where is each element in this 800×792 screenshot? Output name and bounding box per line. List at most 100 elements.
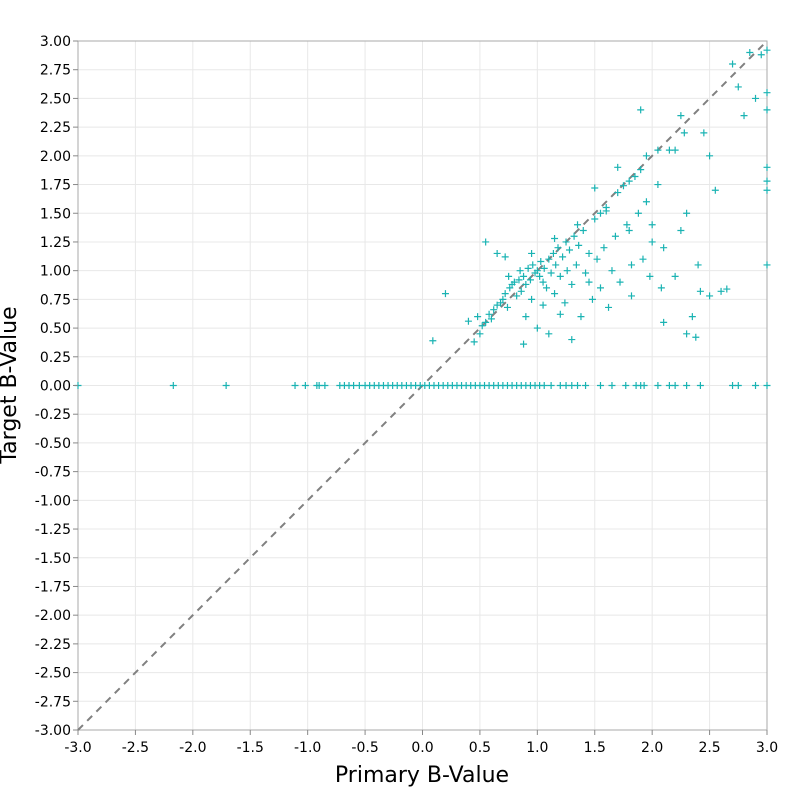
- y-tick-label: -0.25: [35, 407, 71, 423]
- data-point: [540, 382, 548, 389]
- data-point: [551, 290, 559, 298]
- data-point: [551, 235, 559, 243]
- data-point: [547, 269, 555, 277]
- data-point: [711, 186, 719, 194]
- y-tick-label: 1.75: [40, 178, 71, 194]
- x-tick-label: -2.0: [179, 740, 206, 756]
- data-point: [539, 278, 547, 286]
- data-point: [556, 272, 564, 280]
- data-point: [631, 173, 639, 181]
- y-tick-label: -1.50: [35, 551, 71, 567]
- data-point: [694, 261, 702, 269]
- data-point: [602, 207, 610, 215]
- data-point: [545, 255, 553, 263]
- y-tick-label: 0.00: [40, 379, 71, 395]
- data-point: [579, 226, 587, 234]
- data-point: [688, 313, 696, 321]
- data-point: [515, 276, 523, 284]
- data-point: [740, 112, 748, 120]
- data-point: [563, 267, 571, 275]
- data-point: [692, 333, 700, 341]
- x-axis-title: Primary B-Value: [335, 763, 509, 788]
- data-point: [588, 295, 596, 303]
- data-point: [752, 94, 760, 102]
- data-point: [222, 382, 230, 389]
- data-point: [623, 221, 631, 229]
- data-point: [533, 324, 541, 332]
- y-tick-label: 0.50: [40, 321, 71, 337]
- data-point: [321, 382, 329, 389]
- data-point: [648, 238, 656, 246]
- data-point: [729, 60, 737, 68]
- data-point: [683, 382, 691, 389]
- data-point: [677, 112, 685, 120]
- y-tick-label: 1.00: [40, 264, 71, 280]
- x-tick-label: -2.5: [122, 740, 149, 756]
- data-point: [717, 287, 725, 295]
- data-point: [622, 382, 630, 389]
- data-point: [528, 249, 536, 257]
- data-point: [660, 318, 668, 326]
- data-point: [627, 292, 635, 300]
- data-point: [547, 382, 555, 389]
- data-point: [501, 290, 509, 298]
- data-point: [648, 221, 656, 229]
- x-tick-label: 1.0: [526, 740, 548, 756]
- data-point: [570, 232, 578, 240]
- data-point: [520, 340, 528, 348]
- data-point: [611, 232, 619, 240]
- data-point: [593, 255, 601, 263]
- data-point: [625, 177, 633, 185]
- data-point: [763, 106, 771, 114]
- data-point: [757, 51, 765, 59]
- x-tick-label: -0.5: [351, 740, 378, 756]
- data-point: [574, 382, 582, 389]
- data-point: [640, 382, 648, 389]
- data-point: [572, 261, 580, 269]
- data-point: [490, 306, 498, 314]
- y-axis-ticks: 3.00 2.75 2.50 2.25 2.00 1.75 1.50 1.25 1.00 0.75…: [35, 34, 78, 739]
- data-point: [577, 313, 585, 321]
- y-tick-label: -2.50: [35, 666, 71, 682]
- data-point: [517, 287, 525, 295]
- data-point: [482, 318, 490, 326]
- x-tick-label: 0.5: [469, 740, 491, 756]
- data-point: [734, 83, 742, 91]
- data-point: [464, 317, 472, 325]
- data-point: [746, 48, 754, 56]
- data-point: [291, 382, 299, 389]
- y-tick-label: -2.25: [35, 637, 71, 653]
- data-point: [700, 129, 708, 137]
- data-point: [585, 278, 593, 286]
- data-point: [763, 46, 771, 54]
- data-point: [169, 382, 177, 389]
- data-point: [614, 163, 622, 171]
- data-point: [706, 292, 714, 300]
- data-point: [596, 382, 604, 389]
- data-point: [734, 382, 742, 389]
- data-point: [696, 382, 704, 389]
- data-point: [646, 272, 654, 280]
- y-axis-title: Target B-Value: [0, 306, 22, 464]
- data-point: [671, 146, 679, 154]
- y-tick-label: -1.75: [35, 579, 71, 595]
- data-point: [574, 221, 582, 229]
- data-point: [654, 146, 662, 154]
- data-point: [474, 313, 482, 321]
- x-tick-label: 2.5: [698, 740, 720, 756]
- data-point: [505, 272, 513, 280]
- data-point: [568, 336, 576, 344]
- data-point: [503, 303, 511, 311]
- x-tick-label: -1.0: [294, 740, 321, 756]
- data-point: [493, 249, 501, 257]
- data-point: [554, 244, 562, 252]
- data-point: [763, 163, 771, 171]
- data-point: [528, 295, 536, 303]
- data-point: [637, 166, 645, 174]
- data-point: [763, 177, 771, 185]
- y-tick-label: 2.50: [40, 91, 71, 107]
- data-point: [723, 285, 731, 293]
- data-point: [671, 382, 679, 389]
- data-point: [476, 330, 484, 338]
